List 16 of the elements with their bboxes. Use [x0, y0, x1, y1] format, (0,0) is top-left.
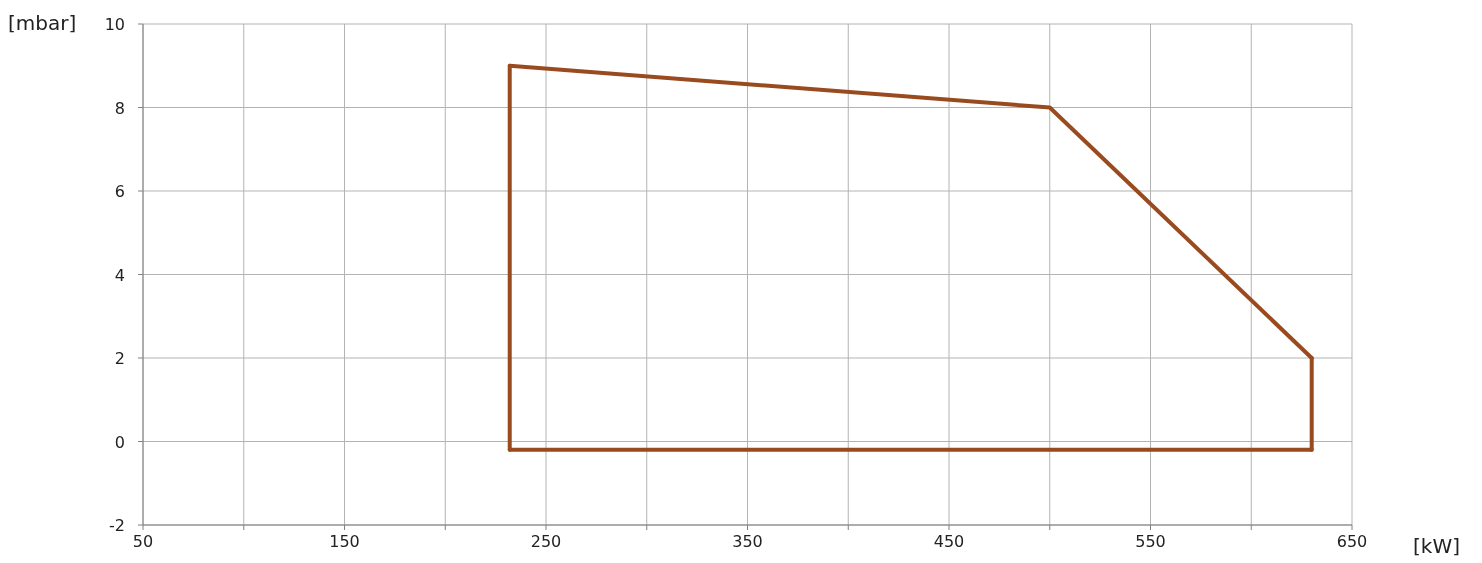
x-axis-title: [kW]	[1413, 534, 1460, 558]
y-tick-label: 8	[114, 98, 125, 118]
x-tick-label: 150	[329, 532, 360, 551]
x-tick-label: 350	[732, 532, 763, 551]
x-tick-label: 450	[933, 532, 965, 551]
x-tick-label: 550	[1135, 532, 1166, 551]
y-tick-label: -2	[109, 516, 125, 535]
x-tick-label: 650	[1336, 532, 1368, 551]
x-tick-label: 50	[132, 532, 154, 551]
y-tick-label: 0	[114, 432, 125, 452]
y-tick-label: 6	[114, 182, 125, 201]
y-tick-label: 2	[114, 349, 125, 368]
y-axis-title: [mbar]	[8, 11, 77, 35]
x-tick-label: 250	[530, 532, 562, 551]
y-tick-label: 10	[104, 15, 125, 34]
y-tick-label: 4	[114, 265, 125, 285]
